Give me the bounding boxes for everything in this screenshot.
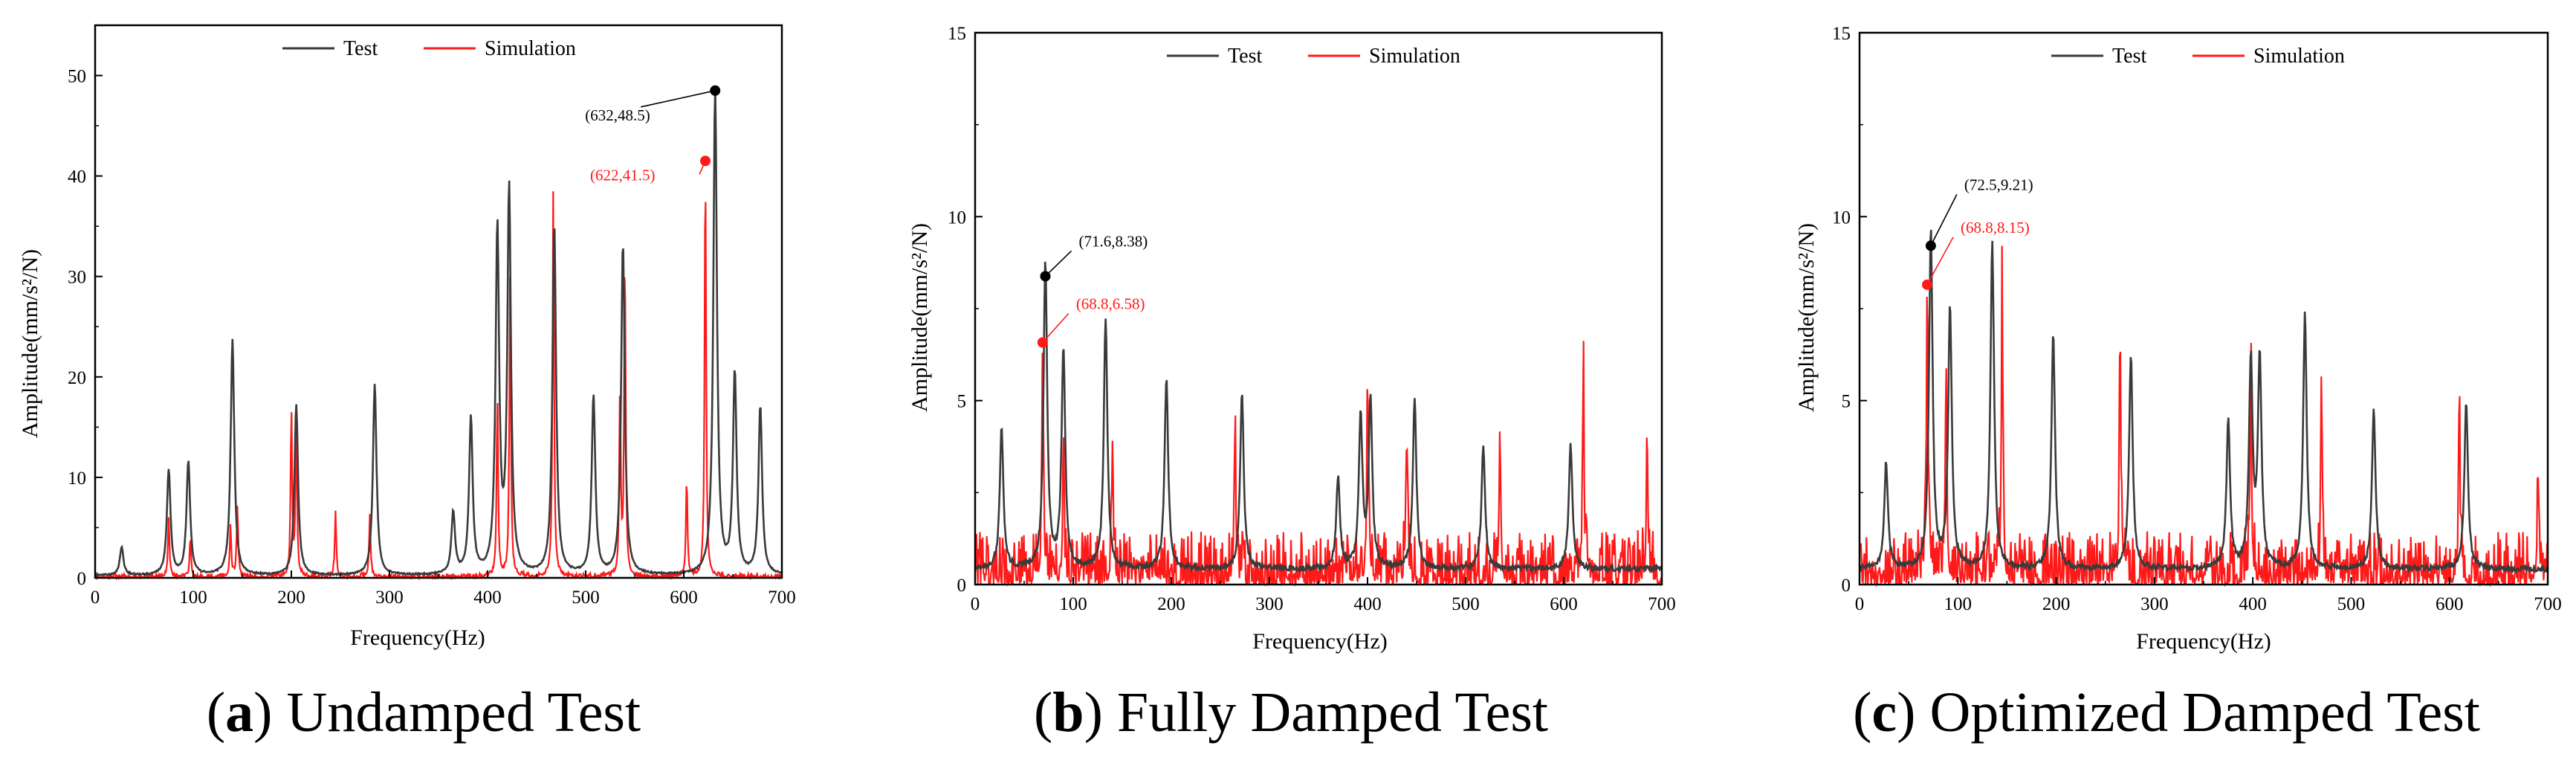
caption-b: (b) Fully Damped Test xyxy=(1034,681,1548,744)
xtick-label: 600 xyxy=(670,588,698,608)
series-simulation-line-b xyxy=(974,341,1663,588)
xtick-label: 100 xyxy=(1059,594,1087,614)
annotation-label: (632,48.5) xyxy=(585,106,650,124)
xtick-label: 700 xyxy=(768,588,796,608)
caption-a-text: Undamped Test xyxy=(286,681,641,744)
plot-b: 0 100 200 300 400 500 600 700 0 5 10 15 Test Simulati… xyxy=(948,24,1676,614)
xlabel-a: Frequency(Hz) xyxy=(350,625,485,650)
ytick-label: 0 xyxy=(77,569,87,589)
series-test-line-c xyxy=(1859,229,2549,574)
xtick-label: 400 xyxy=(473,588,502,608)
annotation-leader xyxy=(1044,250,1072,277)
plot-c: 0 100 200 300 400 500 600 700 0 5 10 15 Test Simulati… xyxy=(1832,24,2562,614)
plot-a: 0 100 200 300 400 500 600 700 0 10 20 30 40 50 Test Sim… xyxy=(68,24,796,608)
xtick-label: 300 xyxy=(375,588,404,608)
xlabel-b: Frequency(Hz) xyxy=(1252,629,1388,654)
ytick-label: 0 xyxy=(1842,576,1851,596)
annotation-label: (68.8,8.15) xyxy=(1961,219,2030,236)
caption-c-text: Optimized Damped Test xyxy=(1929,681,2479,744)
ytick-label: 5 xyxy=(957,392,967,412)
caption-a-letter: a xyxy=(225,681,253,744)
xtick-label: 100 xyxy=(179,588,207,608)
peak-marker-test xyxy=(710,85,721,96)
ytick-label: 50 xyxy=(68,67,86,87)
xtick-label: 0 xyxy=(971,594,980,614)
ylabel-a: Amplitude(mm/s²/N) xyxy=(18,249,42,438)
xtick-label: 600 xyxy=(1550,594,1578,614)
annotation-leader xyxy=(1042,312,1069,344)
xtick-label: 200 xyxy=(2042,594,2071,614)
xlabel-c: Frequency(Hz) xyxy=(2136,629,2271,654)
legend-c: Test Simulation xyxy=(2051,45,2345,68)
xtick-label: 300 xyxy=(1255,594,1284,614)
annotation-leader xyxy=(1926,236,1954,286)
xtick-label: 500 xyxy=(1452,594,1480,614)
ytick-label: 10 xyxy=(1832,207,1851,228)
series-simulation-line-c xyxy=(1858,245,2549,588)
series-test-line-a xyxy=(94,86,782,578)
annotation-label: (71.6,8.38) xyxy=(1079,232,1148,250)
panel-b: Amplitude(mm/s²/N) Frequency(Hz) (b) Ful… xyxy=(907,223,1548,744)
caption-c-letter: c xyxy=(1871,681,1897,744)
ylabel-c: Amplitude(mm/s²/N) xyxy=(1794,223,1819,412)
xtick-label: 400 xyxy=(1353,594,1382,614)
ytick-label: 5 xyxy=(1842,392,1851,412)
ytick-label: 30 xyxy=(68,268,86,288)
panel-c: Amplitude(mm/s²/N) Frequency(Hz) (c) Opt… xyxy=(1794,223,2480,744)
ytick-label: 0 xyxy=(957,576,967,596)
legend-test-label: Test xyxy=(1228,45,1262,68)
xtick-label: 400 xyxy=(2239,594,2267,614)
ylabel-b: Amplitude(mm/s²/N) xyxy=(907,223,932,412)
legend-test-label: Test xyxy=(343,37,378,60)
ytick-label: 10 xyxy=(948,207,966,228)
caption-b-letter: b xyxy=(1052,681,1084,744)
peak-marker-test xyxy=(1925,240,1936,251)
ytick-label: 15 xyxy=(1832,24,1851,44)
xtick-label: 0 xyxy=(91,588,100,608)
xtick-label: 200 xyxy=(277,588,305,608)
annotation-label: (622,41.5) xyxy=(590,166,656,184)
peak-marker-test xyxy=(1040,271,1051,282)
xtick-label: 700 xyxy=(2534,594,2562,614)
panel-a: Amplitude(mm/s²/N) Frequency(Hz) (a) Und… xyxy=(18,249,641,744)
annotation-leader xyxy=(641,90,716,108)
ytick-label: 20 xyxy=(68,368,86,388)
series-test-line-b xyxy=(974,261,1663,575)
ytick-label: 15 xyxy=(948,24,966,44)
series-simulation-line-a xyxy=(94,191,782,582)
xtick-label: 700 xyxy=(1648,594,1676,614)
xtick-label: 600 xyxy=(2436,594,2464,614)
annotation-label: (72.5,9.21) xyxy=(1964,176,2033,193)
annotation-label: (68.8,6.58) xyxy=(1076,295,1145,313)
legend-a: Test Simulation xyxy=(282,37,576,60)
xtick-label: 0 xyxy=(1855,594,1865,614)
ytick-label: 10 xyxy=(68,469,86,489)
xtick-label: 100 xyxy=(1944,594,1973,614)
caption-a: (a) Undamped Test xyxy=(207,681,641,744)
legend-b: Test Simulation xyxy=(1167,45,1460,68)
legend-test-label: Test xyxy=(2112,45,2146,68)
caption-b-text: Fully Damped Test xyxy=(1117,681,1548,744)
annotation-leader xyxy=(1930,194,1958,246)
xtick-label: 500 xyxy=(572,588,600,608)
xtick-label: 300 xyxy=(2140,594,2169,614)
peak-marker-simulation xyxy=(700,155,711,167)
xtick-label: 200 xyxy=(1157,594,1185,614)
axes-frame-a xyxy=(94,24,783,579)
peak-marker-simulation xyxy=(1037,337,1048,348)
caption-c: (c) Optimized Damped Test xyxy=(1853,681,2480,744)
xtick-label: 500 xyxy=(2337,594,2366,614)
legend-simulation-label: Simulation xyxy=(2253,45,2345,68)
legend-simulation-label: Simulation xyxy=(1369,45,1460,68)
peak-marker-simulation xyxy=(1922,279,1933,290)
axes-frame-c xyxy=(1858,31,2549,586)
legend-simulation-label: Simulation xyxy=(485,37,576,60)
ytick-label: 40 xyxy=(68,167,86,187)
